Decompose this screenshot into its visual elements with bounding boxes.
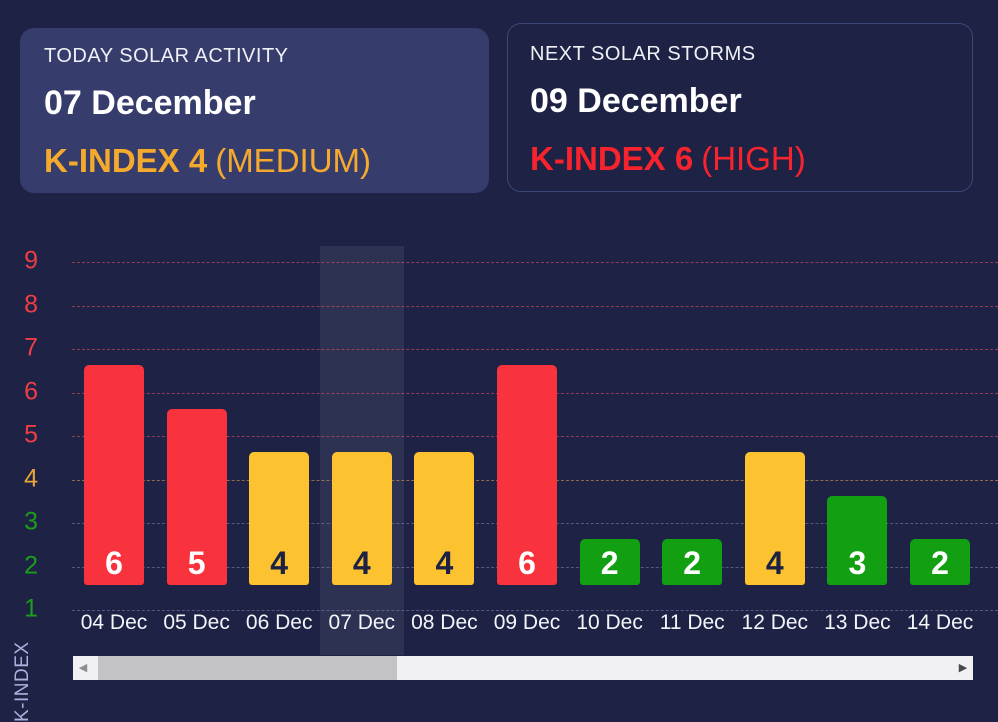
chart-bar-13-dec[interactable]: 3 <box>827 495 888 585</box>
today-solar-activity-card: TODAY SOLAR ACTIVITY 07 December K-INDEX… <box>20 28 489 193</box>
x-axis-label-05-dec: 05 Dec <box>163 611 230 634</box>
chart-bar-06-dec[interactable]: 4 <box>249 452 310 585</box>
y-axis-tick-5: 5 <box>24 420 38 449</box>
x-axis-label-08-dec: 08 Dec <box>411 611 478 634</box>
chart-bar-12-dec[interactable]: 4 <box>744 452 805 585</box>
x-axis-label-12-dec: 12 Dec <box>741 611 809 634</box>
bar-value-label: 4 <box>270 545 289 581</box>
bar-value-label: 6 <box>518 545 536 581</box>
gridline-level-8 <box>72 305 998 307</box>
bar-value-label: 6 <box>105 545 123 581</box>
chart-bar-14-dec[interactable]: 2 <box>910 539 970 585</box>
x-axis-label-09-dec: 09 Dec <box>493 611 561 634</box>
chart-bar-05-dec[interactable]: 5 <box>166 408 227 585</box>
bar-value-label: 4 <box>765 545 784 581</box>
x-axis-label-14-dec: 14 Dec <box>906 611 974 634</box>
chart-bar-10-dec[interactable]: 2 <box>579 539 640 585</box>
x-axis-label-04-dec: 04 Dec <box>80 611 148 634</box>
scrollbar-left-arrow-icon[interactable]: ◀ <box>78 662 88 674</box>
y-axis-tick-1: 1 <box>24 594 38 623</box>
next-solar-storms-card: NEXT SOLAR STORMS 09 December K-INDEX 6(… <box>507 23 973 192</box>
bar-value-label: 2 <box>683 545 702 581</box>
y-axis-tick-3: 3 <box>24 507 38 536</box>
y-axis-title: K-INDEX <box>12 641 33 722</box>
x-axis-label-06-dec: 06 Dec <box>245 611 313 634</box>
y-axis-tick-7: 7 <box>24 333 38 362</box>
x-axis-label-11-dec: 11 Dec <box>659 611 725 634</box>
next-k-index-value: K-INDEX 6 <box>530 140 694 177</box>
y-axis-tick-4: 4 <box>24 464 38 492</box>
x-axis-label-10-dec: 10 Dec <box>576 611 643 634</box>
bar-value-label: 3 <box>848 545 867 581</box>
y-axis-tick-6: 6 <box>24 377 38 405</box>
gridline-level-1 <box>72 610 998 611</box>
chart-bar-11-dec[interactable]: 2 <box>662 539 723 585</box>
y-axis-tick-9: 9 <box>24 246 38 275</box>
today-k-index-line: K-INDEX 4 (MEDIUM) <box>44 142 465 180</box>
today-k-index-qualifier: (MEDIUM) <box>215 142 372 179</box>
x-axis-label-07-dec: 07 Dec <box>328 611 396 634</box>
today-highlight-band <box>319 246 404 655</box>
today-k-index-value: K-INDEX 4 <box>44 142 208 179</box>
bar-value-label: 2 <box>600 545 619 581</box>
gridline-level-7 <box>72 349 998 350</box>
bar-value-label: 4 <box>435 545 454 581</box>
y-axis-tick-2: 2 <box>24 551 38 579</box>
chart-bar-09-dec[interactable]: 6 <box>497 365 557 585</box>
today-card-date: 07 December <box>44 84 256 122</box>
next-card-date: 09 December <box>530 82 742 120</box>
today-card-title: TODAY SOLAR ACTIVITY <box>44 45 289 67</box>
scrollbar-thumb[interactable] <box>98 656 397 680</box>
bar-value-label: 4 <box>352 545 371 581</box>
next-card-title: NEXT SOLAR STORMS <box>530 43 756 65</box>
next-k-index-qualifier: (HIGH) <box>701 140 806 177</box>
gridline-level-9 <box>72 262 998 263</box>
bar-value-label: 5 <box>187 545 206 581</box>
chart-bar-04-dec[interactable]: 6 <box>84 365 144 585</box>
y-axis-tick-8: 8 <box>24 290 38 318</box>
horizontal-scrollbar[interactable]: ◀ ▶ <box>73 656 973 680</box>
next-k-index-line: K-INDEX 6 (HIGH) <box>530 140 950 178</box>
scrollbar-right-arrow-icon[interactable]: ▶ <box>958 662 968 674</box>
x-axis-label-13-dec: 13 Dec <box>824 611 891 634</box>
bar-value-label: 2 <box>931 545 949 581</box>
chart-bar-07-dec[interactable]: 4 <box>331 452 392 585</box>
chart-bar-08-dec[interactable]: 4 <box>414 452 475 585</box>
